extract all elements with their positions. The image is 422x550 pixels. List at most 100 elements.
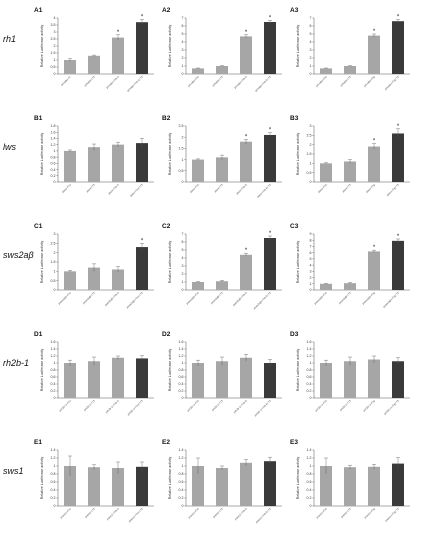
panel-label: D2 — [162, 331, 171, 338]
significance-mark: * — [397, 15, 400, 21]
x-category-label: plws+rTra — [61, 182, 72, 193]
panel-label: C3 — [290, 223, 299, 230]
bar — [192, 159, 204, 182]
bar — [392, 133, 404, 182]
panel-label: A1 — [34, 7, 43, 14]
x-category-label: plws+rTrg+T3 — [386, 182, 400, 196]
panel-label: D1 — [34, 331, 43, 338]
y-tick-label: 2 — [54, 44, 56, 48]
significance-mark: * — [373, 245, 376, 251]
significance-mark: * — [141, 14, 144, 20]
bar — [216, 157, 228, 182]
y-tick-label: 5 — [310, 257, 312, 261]
y-tick-label: 0 — [54, 72, 56, 76]
y-tick-label: 0.6 — [179, 375, 184, 379]
bar — [88, 467, 100, 506]
y-tick-label: 0.2 — [51, 496, 56, 500]
y-tick-label: 0 — [54, 504, 56, 508]
x-category-label: prhoda+rT3 — [83, 74, 96, 87]
y-tick-label: 3 — [310, 270, 312, 274]
bar — [240, 462, 252, 506]
bar — [392, 463, 404, 506]
bar — [192, 466, 204, 506]
y-tick-label: 1 — [310, 64, 312, 68]
x-category-label: plws+rTra+rT3 — [129, 182, 144, 197]
y-axis-label: Relative Luciferase activity — [296, 133, 300, 176]
y-tick-label: 6 — [310, 251, 312, 255]
x-category-label: prhoda+rTr — [60, 75, 72, 87]
bar — [392, 240, 404, 290]
y-tick-label: 0 — [310, 396, 312, 400]
y-tick-label: 1.5 — [307, 152, 312, 156]
y-tick-label: 1.6 — [51, 340, 56, 344]
bar — [344, 161, 356, 182]
bar — [136, 143, 148, 182]
x-category-label: prh2b-1+rTrb-4 — [105, 398, 121, 414]
bar — [344, 467, 356, 506]
y-tick-label: 0 — [182, 504, 184, 508]
y-tick-label: 1.4 — [179, 347, 184, 351]
y-tick-label: 0 — [310, 504, 312, 508]
y-tick-label: 0 — [182, 72, 184, 76]
y-tick-label: 2 — [54, 251, 56, 255]
y-tick-label: 0 — [54, 396, 56, 400]
x-category-label: psws1+rTrb-b+T3 — [254, 506, 272, 524]
bar — [264, 363, 276, 398]
y-tick-label: 0.2 — [179, 496, 184, 500]
panel-label: D3 — [290, 331, 299, 338]
x-category-label: psws1+rTrb-4 — [106, 506, 120, 520]
y-tick-label: 3 — [182, 48, 184, 52]
y-tick-label: 1.6 — [179, 340, 184, 344]
y-tick-label: 0 — [182, 288, 184, 292]
y-tick-label: 2.5 — [51, 242, 56, 246]
y-tick-label: 1.2 — [51, 456, 56, 460]
bar — [392, 361, 404, 398]
significance-mark: * — [141, 238, 144, 244]
y-tick-label: 3 — [54, 232, 56, 236]
bar — [320, 68, 332, 74]
x-category-label: prh2b-1+rTrg+T3 — [383, 398, 400, 415]
panel-label: E3 — [290, 439, 298, 446]
y-tick-label: 1 — [182, 464, 184, 468]
bar — [264, 134, 276, 182]
y-tick-label: 1.2 — [51, 143, 56, 147]
y-tick-label: 1 — [310, 361, 312, 365]
y-tick-label: 1.4 — [307, 448, 312, 452]
y-tick-label: 0.4 — [179, 382, 184, 386]
bar — [216, 66, 228, 74]
y-tick-label: 1 — [54, 58, 56, 62]
bar — [344, 283, 356, 290]
bar — [192, 68, 204, 74]
x-category-label: psws2aβ+rTrb-4 — [104, 290, 120, 306]
x-category-label: psws2aβ+rTrb-b+T3 — [252, 290, 272, 310]
panel-label: C1 — [34, 223, 43, 230]
y-tick-label: 0.4 — [51, 168, 56, 172]
significance-mark: * — [245, 30, 248, 36]
bar — [240, 141, 252, 182]
y-tick-label: 0 — [310, 288, 312, 292]
y-tick-label: 5 — [310, 32, 312, 36]
y-tick-label: 0.2 — [51, 389, 56, 393]
y-tick-label: 2 — [310, 143, 312, 147]
x-category-label: psws2aβ+rTra+rT3 — [125, 290, 144, 309]
y-tick-label: 1 — [54, 361, 56, 365]
y-tick-label: 0.8 — [51, 155, 56, 159]
x-category-label: prhoda+rT3 — [211, 74, 224, 87]
y-tick-label: 0.4 — [179, 488, 184, 492]
y-tick-label: 7 — [182, 232, 184, 236]
panel-label: C2 — [162, 223, 171, 230]
y-tick-label: 4 — [310, 40, 312, 44]
y-tick-label: 0.4 — [51, 488, 56, 492]
y-axis-label: Relative Luciferase activity — [168, 241, 172, 284]
x-category-label: plws+rTrg — [365, 182, 376, 193]
x-category-label: plws+rTrb-b+T3 — [256, 182, 272, 198]
significance-mark: * — [245, 248, 248, 254]
panel-label: A2 — [162, 7, 171, 14]
bar — [112, 144, 124, 182]
x-category-label: prh2b-1+rTrb — [314, 398, 328, 412]
y-tick-label: 3 — [310, 124, 312, 128]
y-tick-label: 0 — [182, 396, 184, 400]
bar — [88, 267, 100, 290]
y-tick-label: 0.5 — [51, 65, 56, 69]
chart-panel-d2: D2 0 0.2 0.4 0.6 0.8 1 1.2 1.4 1.6 Relative Lucife… — [162, 331, 282, 417]
